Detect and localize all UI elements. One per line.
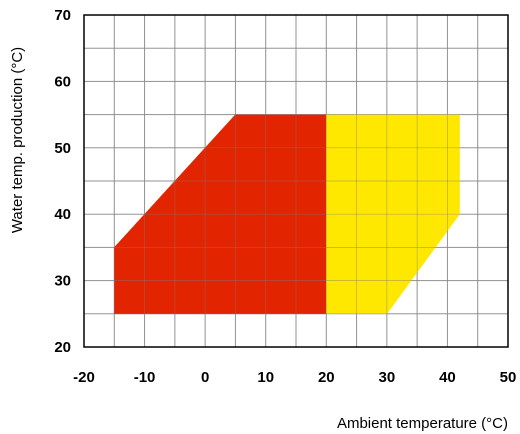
operating-regions — [83, 14, 509, 348]
x-tick-label: 20 — [318, 369, 335, 386]
x-tick-label: 50 — [500, 369, 517, 386]
x-tick-label: -10 — [134, 369, 156, 386]
plot-frame — [83, 14, 509, 348]
x-tick-labels: -20 -10 0 10 20 30 40 50 — [73, 369, 516, 386]
y-tick-labels: 20 30 40 50 60 70 — [54, 7, 71, 356]
y-tick-label: 50 — [54, 140, 71, 157]
y-tick-label: 30 — [54, 273, 71, 290]
x-tick-label: 40 — [439, 369, 456, 386]
x-tick-label: 10 — [257, 369, 274, 386]
x-tick-label: 30 — [379, 369, 396, 386]
x-tick-label: 0 — [201, 369, 209, 386]
y-tick-label: 70 — [54, 7, 71, 24]
x-tick-label: -20 — [73, 369, 95, 386]
y-tick-label: 20 — [54, 339, 71, 356]
x-axis-label: Ambient temperature (°C) — [337, 415, 508, 432]
y-axis-label: Water temp. production (°C) — [9, 47, 26, 233]
y-tick-label: 60 — [54, 73, 71, 90]
y-tick-label: 40 — [54, 206, 71, 223]
